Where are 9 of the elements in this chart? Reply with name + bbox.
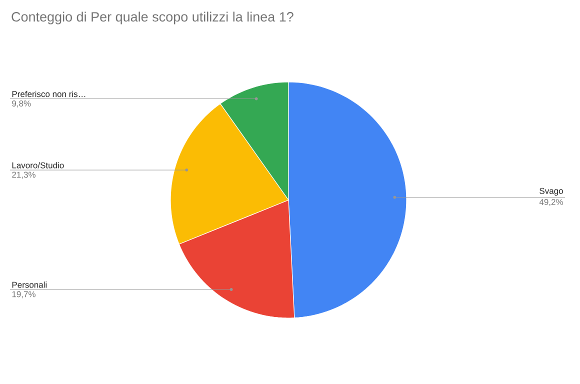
data-label: 49,2% xyxy=(539,199,563,206)
data-label: 9,8% xyxy=(12,100,31,108)
slice-label: Svago xyxy=(540,188,563,196)
chart-title: Conteggio di Per quale scopo utilizzi la linea 1? xyxy=(12,12,294,24)
data-label: 19,7% xyxy=(12,291,36,298)
slice-label: Personali xyxy=(12,282,47,288)
data-label: 21,3% xyxy=(12,172,36,179)
slice-label: Preferisco non ris… xyxy=(12,90,86,98)
slice-label: Lavoro/Studio xyxy=(12,162,64,168)
